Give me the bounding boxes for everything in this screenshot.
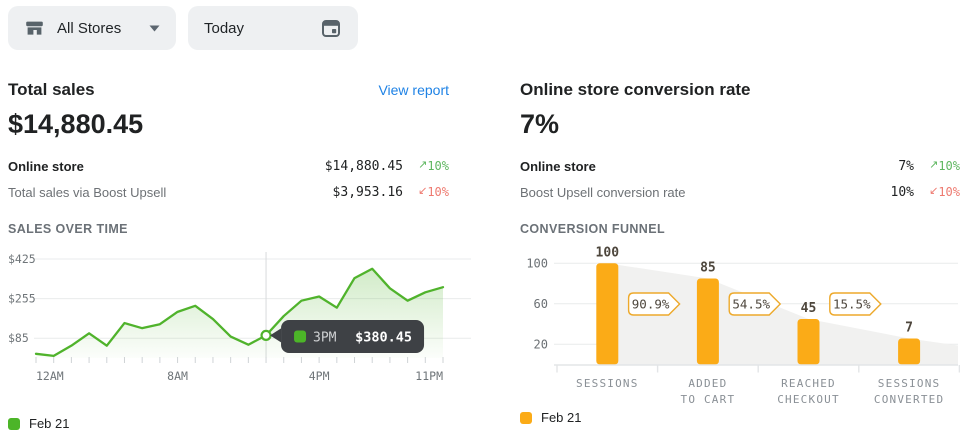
metric-row-online-store: Online store 7% ↗10% [520, 153, 960, 179]
total-sales-breakdown: Online store $14,880.45 ↗10% Total sales… [8, 153, 449, 205]
x-axis-tick-label: 4PM [309, 369, 330, 383]
metric-label: Online store [520, 158, 596, 174]
y-axis-tick-label: 20 [534, 337, 548, 351]
funnel-category-label: TO CART [681, 393, 736, 406]
dashboard-content: Total sales View report $14,880.45 Onlin… [0, 52, 960, 431]
y-axis-tick-label: 100 [526, 256, 548, 270]
bar-value-label: 85 [700, 260, 716, 275]
chart-tooltip [281, 320, 425, 353]
bar-value-label: 45 [801, 301, 817, 316]
conversion-badge-label: 15.5% [833, 297, 871, 312]
tooltip-label: 3PM [313, 331, 337, 346]
trend-down-arrow-icon: ↙ [929, 184, 939, 197]
funnel-category-label: REACHED [781, 377, 836, 390]
view-report-link[interactable]: View report [378, 82, 449, 98]
funnel-chart-legend: Feb 21 [520, 410, 960, 425]
bar-value-label: 100 [596, 245, 620, 260]
y-axis-tick-label: $255 [8, 292, 36, 306]
x-axis-tick-label: 12AM [36, 369, 64, 383]
conversion-badge-label: 90.9% [632, 297, 670, 312]
sales-chart-legend: Feb 21 [8, 416, 473, 431]
funnel-category-label: CONVERTED [874, 393, 944, 406]
legend-label: Feb 21 [29, 416, 70, 431]
metric-delta-down: ↙10% [929, 184, 960, 199]
trend-down-arrow-icon: ↙ [418, 184, 428, 197]
x-axis-tick-label: 11PM [415, 369, 443, 383]
legend-swatch-orange [520, 411, 532, 424]
store-filter-button[interactable]: All Stores [8, 6, 176, 50]
funnel-background-area [607, 263, 958, 365]
conversion-funnel-chart[interactable]: 100 60 20 100 85 45 7 90.9% 54.5% 15.5% SESSIONS AD… [520, 242, 960, 407]
funnel-category-label: CHECKOUT [777, 393, 840, 406]
y-axis-tick-label: 60 [534, 297, 548, 311]
y-axis-tick-label: $85 [8, 331, 29, 345]
x-axis-tick-label: 8AM [167, 369, 188, 383]
metric-delta-up: ↗10% [418, 158, 449, 173]
metric-delta-up: ↗10% [929, 158, 960, 173]
hover-point-marker [260, 329, 272, 341]
y-axis-tick-label: $425 [8, 252, 36, 266]
chevron-down-icon [149, 25, 160, 32]
funnel-category-label: SESSIONS [576, 377, 639, 390]
conversion-funnel-heading: CONVERSION FUNNEL [520, 222, 666, 236]
funnel-bar[interactable] [696, 278, 719, 365]
date-filter-button[interactable]: Today [188, 6, 358, 50]
bar-value-label: 7 [905, 321, 913, 336]
conversion-rate-big-value: 7% [520, 109, 560, 139]
metric-value: $3,953.16 [332, 184, 403, 200]
total-sales-card: Total sales View report $14,880.45 Onlin… [8, 80, 473, 431]
metric-delta-down: ↙10% [418, 184, 449, 199]
trend-up-arrow-icon: ↗ [418, 158, 428, 171]
conversion-badge [829, 292, 882, 316]
funnel-category-label: SESSIONS [878, 377, 941, 390]
conversion-badge-label: 54.5% [732, 297, 770, 312]
conversion-rate-card: Online store conversion rate 7% Online s… [520, 80, 960, 431]
store-filter-label: All Stores [57, 19, 122, 37]
legend-swatch-green [8, 417, 20, 430]
metric-value: 10% [890, 184, 914, 200]
filters-bar: All Stores Today [0, 0, 960, 52]
funnel-bar[interactable] [797, 318, 820, 365]
date-filter-label: Today [204, 19, 245, 37]
metric-label: Total sales via Boost Upsell [8, 184, 167, 200]
metric-value: 7% [898, 158, 914, 174]
conversion-rate-title: Online store conversion rate [520, 80, 751, 99]
sales-line-series[interactable] [34, 267, 445, 358]
total-sales-title: Total sales [8, 80, 95, 99]
metric-label: Boost Upsell conversion rate [520, 184, 686, 200]
total-sales-big-value: $14,880.45 [8, 109, 144, 139]
legend-label: Feb 21 [541, 410, 582, 425]
calendar-icon [320, 17, 342, 39]
funnel-category-label: ADDED [688, 377, 727, 390]
tooltip-value: $380.45 [355, 330, 412, 346]
funnel-bar[interactable] [898, 338, 921, 365]
sales-over-time-heading: SALES OVER TIME [8, 222, 128, 236]
conversion-badge [728, 292, 782, 316]
trend-up-arrow-icon: ↗ [929, 158, 939, 171]
metric-row-boost-upsell: Boost Upsell conversion rate 10% ↙10% [520, 179, 960, 205]
metric-value: $14,880.45 [324, 158, 403, 174]
conversion-badge [627, 292, 681, 316]
sales-over-time-chart[interactable]: $425 $255 $85 12AM 8AM 4PM 11PM 3PM $380.45 [8, 242, 473, 394]
tooltip-pointer [270, 328, 282, 343]
store-icon [24, 18, 45, 39]
tooltip-series-swatch [294, 330, 307, 343]
funnel-bar[interactable] [596, 263, 619, 365]
metric-row-boost-upsell: Total sales via Boost Upsell $3,953.16 ↙… [8, 179, 449, 205]
metric-label: Online store [8, 158, 84, 174]
conversion-breakdown: Online store 7% ↗10% Boost Upsell conver… [520, 153, 960, 205]
metric-row-online-store: Online store $14,880.45 ↗10% [8, 153, 449, 179]
